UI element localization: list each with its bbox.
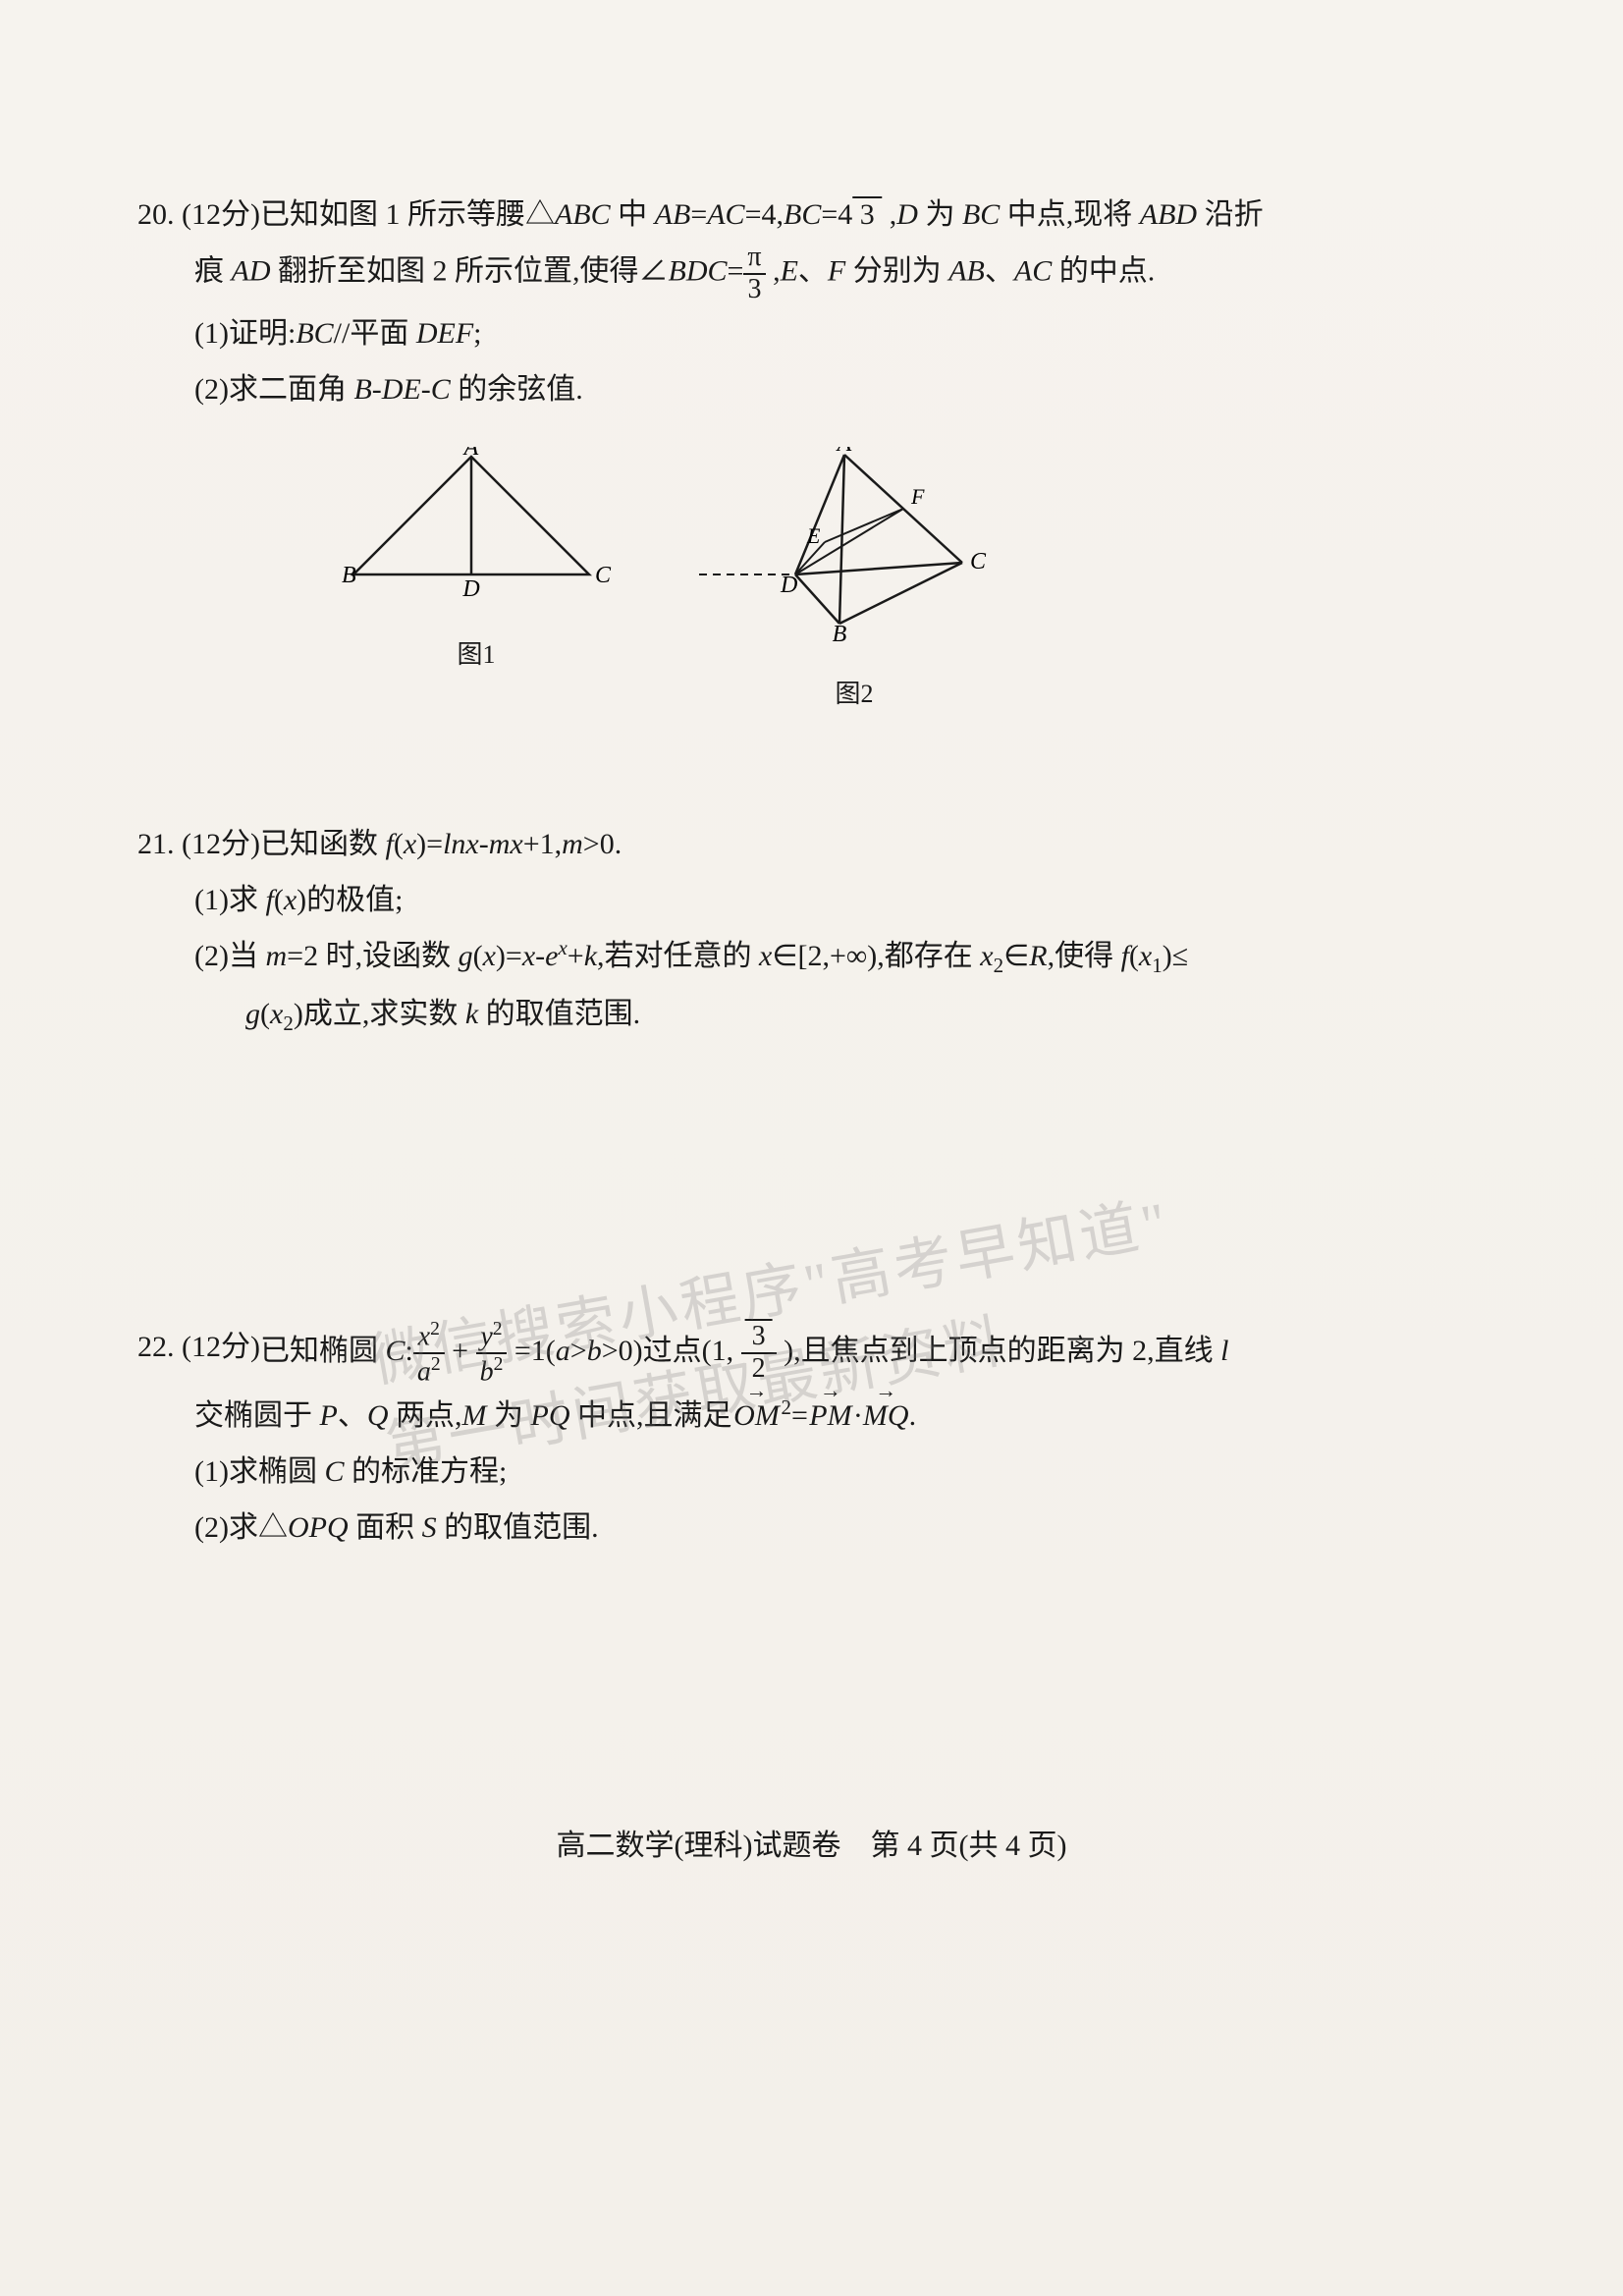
svg-text:C: C <box>595 563 612 588</box>
problem-20-line2: 痕 AD 翻折至如图 2 所示位置,使得∠BDC=π3 ,E、F 分别为 AB、… <box>137 243 1486 305</box>
p20-num: 20. <box>137 198 175 231</box>
svg-text:D: D <box>461 576 479 602</box>
p22-num: 22. <box>137 1331 175 1363</box>
svg-text:C: C <box>970 549 987 574</box>
problem-22-number: 22. (12分) <box>137 1319 260 1388</box>
figure-1-svg: A B C D <box>334 447 619 604</box>
figure-2-label: 图2 <box>697 670 1011 718</box>
problem-21-number: 21. (12分) <box>137 816 260 872</box>
svg-text:A: A <box>836 447 852 457</box>
problem-22-line2: 交椭圆于 P、Q 两点,M 为 PQ 中点,且满足OM2=PM·MQ. <box>137 1388 1486 1444</box>
figure-2: A B C D E F 图2 <box>697 447 1011 718</box>
exam-page: 20. (12分) 已知如图 1 所示等腰△ABC 中 AB=AC=4,BC=4… <box>0 0 1623 2296</box>
problem-21-head: 21. (12分) 已知函数 f(x)=lnx-mx+1,m>0. <box>137 816 1486 872</box>
p21-points: (12分) <box>182 828 260 860</box>
svg-text:A: A <box>462 447 479 461</box>
problem-21-sub1: (1)求 f(x)的极值; <box>137 872 1486 928</box>
problem-22-sub2: (2)求△OPQ 面积 S 的取值范围. <box>137 1500 1486 1556</box>
problem-21: 21. (12分) 已知函数 f(x)=lnx-mx+1,m>0. (1)求 f… <box>137 816 1486 1044</box>
problem-20-sub2: (2)求二面角 B-DE-C 的余弦值. <box>137 361 1486 417</box>
problem-21-sub2-l1: (2)当 m=2 时,设函数 g(x)=x-ex+k,若对任意的 x∈[2,+∞… <box>137 928 1486 986</box>
problem-22-sub1: (1)求椭圆 C 的标准方程; <box>137 1444 1486 1500</box>
svg-text:E: E <box>806 523 821 548</box>
problem-20-head: 20. (12分) 已知如图 1 所示等腰△ABC 中 AB=AC=4,BC=4… <box>137 187 1486 243</box>
problem-21-line1: 已知函数 f(x)=lnx-mx+1,m>0. <box>260 816 1486 872</box>
problem-20-sub1: (1)证明:BC//平面 DEF; <box>137 305 1486 361</box>
svg-text:D: D <box>780 573 797 598</box>
p22-points: (12分) <box>182 1331 260 1363</box>
p20-points: (12分) <box>182 198 260 231</box>
problem-20-number: 20. (12分) <box>137 187 260 243</box>
figure-1-label: 图1 <box>334 630 619 679</box>
page-footer: 高二数学(理科)试题卷 第 4 页(共 4 页) <box>0 1821 1623 1864</box>
figures-row: A B C D 图1 <box>334 447 1486 718</box>
svg-text:F: F <box>910 484 925 509</box>
svg-text:B: B <box>342 563 356 588</box>
figure-2-svg: A B C D E F <box>697 447 1011 643</box>
svg-text:B: B <box>833 622 847 643</box>
problem-20-line1: 已知如图 1 所示等腰△ABC 中 AB=AC=4,BC=4 3 ,D 为 BC… <box>260 187 1486 243</box>
problem-21-sub2-l2: g(x2)成立,求实数 k 的取值范围. <box>137 986 1486 1044</box>
problem-22: 22. (12分) 已知椭圆 C:x2a2 + y2b2 =1(a>b>0)过点… <box>137 1319 1486 1556</box>
figure-1: A B C D 图1 <box>334 447 619 718</box>
problem-20: 20. (12分) 已知如图 1 所示等腰△ABC 中 AB=AC=4,BC=4… <box>137 187 1486 718</box>
p21-num: 21. <box>137 828 175 860</box>
